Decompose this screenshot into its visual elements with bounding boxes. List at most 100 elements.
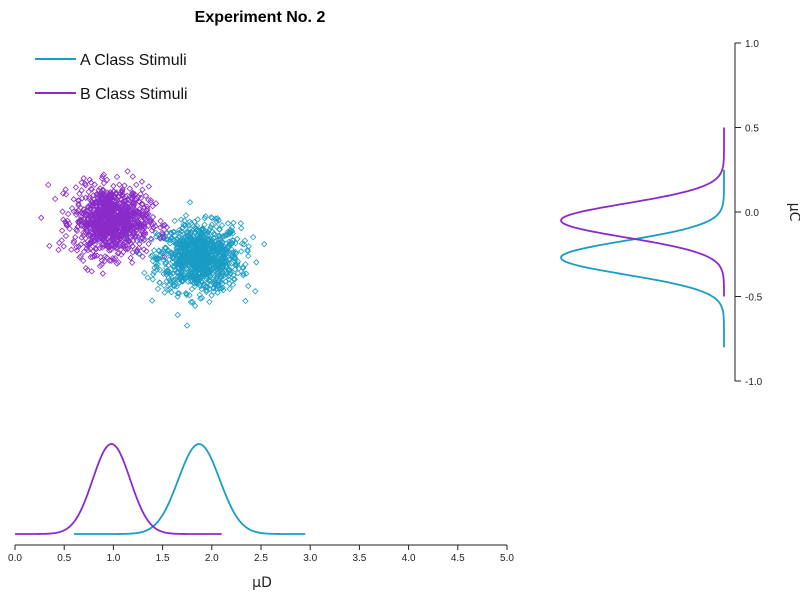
scatter-point [183, 257, 191, 264]
scatter-point [168, 229, 175, 237]
scatter-point [84, 266, 91, 274]
scatter-point [121, 182, 128, 189]
scatter-point [107, 189, 114, 196]
scatter-point [242, 261, 249, 268]
scatter-point [62, 232, 70, 240]
scatter-point [199, 264, 207, 271]
scatter-point [216, 258, 223, 265]
scatter-point [200, 258, 208, 265]
scatter-point [101, 242, 109, 249]
scatter-point [70, 196, 77, 203]
x-tick-label: 0.5 [57, 553, 71, 564]
scatter-point [173, 269, 180, 276]
scatter-point [160, 270, 167, 277]
scatter-point [106, 243, 113, 250]
scatter-point [208, 221, 215, 228]
scatter-point [211, 231, 219, 238]
scatter-point [206, 277, 213, 284]
scatter-point [114, 201, 121, 208]
scatter-point [223, 240, 230, 247]
scatter-point [250, 234, 257, 241]
scatter-point [199, 253, 206, 260]
scatter-point [70, 237, 78, 245]
scatter-point [137, 234, 145, 242]
scatter-point [137, 190, 144, 198]
scatter-point [209, 214, 216, 222]
scatter-point [188, 285, 196, 293]
scatter-point [130, 237, 137, 245]
scatter-point [110, 256, 118, 263]
scatter-point [113, 189, 120, 196]
scatter-point [189, 255, 196, 262]
scatter-point [186, 218, 194, 225]
scatter-point [113, 173, 121, 181]
scatter-point [174, 274, 181, 281]
scatter-point [160, 282, 168, 289]
scatter-point [202, 263, 209, 270]
scatter-point [214, 289, 221, 296]
scatter-point [134, 194, 142, 201]
scatter-point [93, 252, 101, 259]
scatter-point [127, 210, 135, 218]
scatter-point [194, 216, 201, 223]
scatter-point [235, 265, 242, 272]
scatter-point [183, 246, 190, 254]
scatter-point [60, 216, 67, 223]
scatter-point [122, 202, 130, 209]
scatter-point [226, 285, 233, 292]
scatter-point [81, 240, 88, 247]
scatter-point [94, 192, 101, 199]
scatter-point [124, 236, 132, 243]
scatter-point [113, 260, 121, 267]
scatter-point [156, 266, 164, 274]
scatter-point [174, 290, 181, 297]
scatter-point [60, 243, 67, 250]
scatter-point [92, 211, 100, 218]
scatter-point [167, 278, 175, 286]
scatter-point [98, 220, 106, 227]
scatter-point [200, 267, 207, 275]
scatter-point [221, 254, 229, 261]
scatter-point [115, 240, 123, 247]
scatter-point [94, 194, 101, 201]
scatter-point [89, 253, 96, 261]
scatter-point [121, 239, 128, 246]
scatter-point [129, 249, 136, 256]
scatter-point [76, 254, 83, 261]
scatter-point [89, 202, 96, 209]
scatter-point [198, 237, 205, 244]
scatter-point [187, 267, 194, 275]
scatter-point [140, 213, 147, 220]
scatter-point [112, 202, 119, 209]
scatter-point [177, 249, 185, 256]
scatter-point [135, 198, 142, 205]
scatter-point [238, 248, 245, 255]
scatter-point [104, 194, 112, 202]
scatter-point [85, 188, 92, 196]
scatter-point [99, 186, 107, 193]
scatter-point [98, 175, 106, 182]
scatter-point [174, 311, 181, 319]
scatter-point [193, 280, 200, 287]
scatter-point [201, 248, 208, 255]
scatter-point [96, 262, 104, 270]
scatter-point [150, 247, 158, 254]
scatter-point [223, 248, 230, 255]
scatter-point [210, 257, 218, 264]
scatter-point [203, 288, 210, 296]
scatter-point [91, 211, 99, 218]
scatter-point [141, 229, 148, 236]
scatter-point [58, 237, 65, 244]
scatter-point [101, 191, 109, 199]
scatter-point [182, 257, 189, 264]
scatter-point [112, 245, 120, 252]
x-tick-label: 4.0 [402, 553, 416, 564]
scatter-point [117, 224, 124, 232]
scatter-point [234, 270, 242, 277]
scatter-point [229, 240, 236, 247]
scatter-point [210, 241, 218, 249]
scatter-point [125, 203, 132, 211]
scatter-point [198, 294, 206, 302]
scatter-point [190, 258, 197, 266]
scatter-point [193, 276, 201, 283]
